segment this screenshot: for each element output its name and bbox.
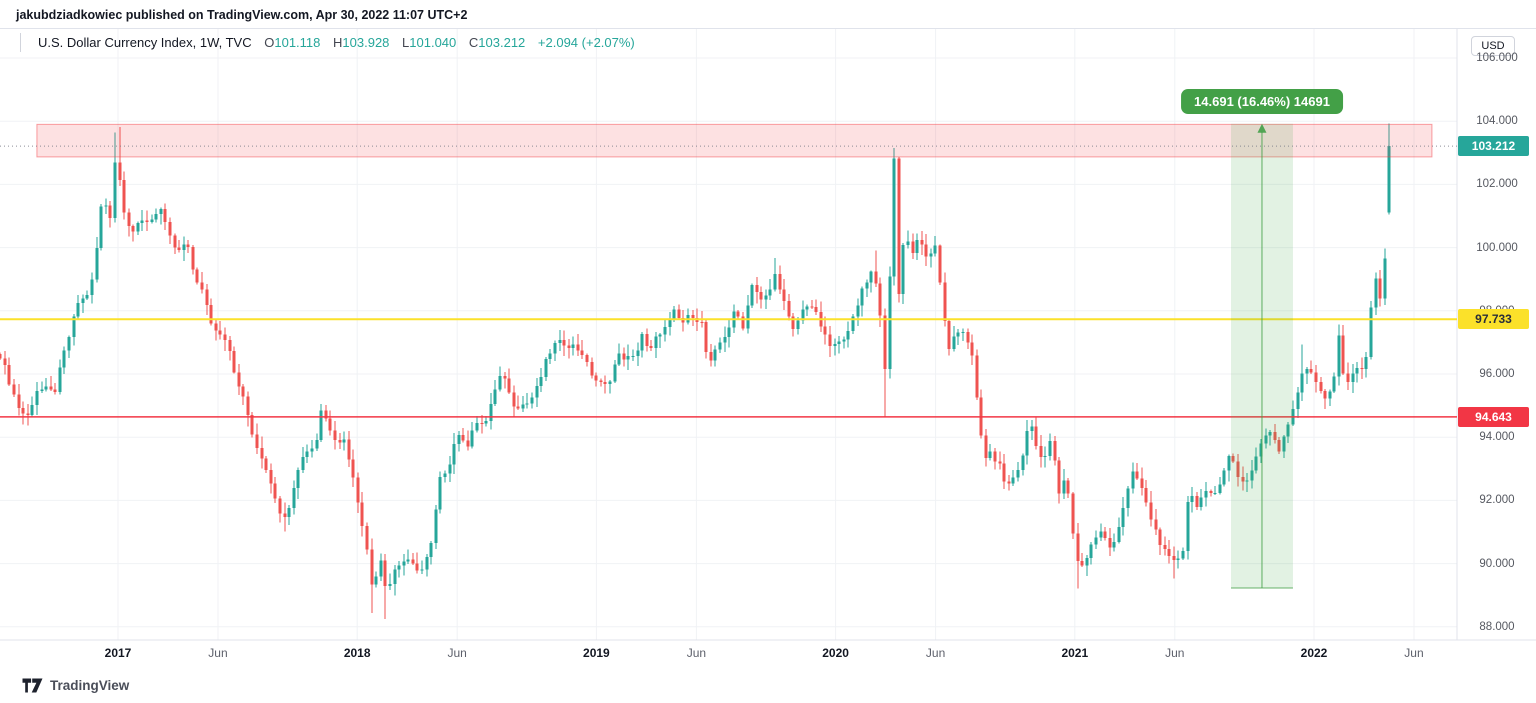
time-axis-tick: Jun (447, 646, 467, 660)
open-label: O (264, 35, 275, 50)
price-axis-tick: 92.000 (1479, 494, 1515, 507)
high-label: H (333, 35, 343, 50)
red-line-badge: 94.643 (1458, 406, 1529, 427)
price-axis-tick: 90.000 (1479, 557, 1515, 570)
tradingview-watermark[interactable]: TradingView (22, 675, 129, 696)
header-divider (0, 28, 1536, 29)
yellow-line-badge: 97.733 (1458, 309, 1529, 330)
time-axis-tick: 2018 (343, 646, 371, 660)
time-axis-tick: Jun (1404, 646, 1424, 660)
resistance-zone[interactable] (36, 123, 1433, 158)
time-axis-tick: 2022 (1300, 646, 1328, 660)
change-value: +2.094 (+2.07%) (537, 35, 635, 50)
time-axis-tick: Jun (686, 646, 707, 660)
time-axis-tick: Jun (1165, 646, 1185, 660)
tradingview-brand-text: TradingView (50, 678, 130, 693)
attribution-text: jakubdziadkowiec published on TradingVie… (16, 8, 468, 22)
price-axis-tick: 102.000 (1476, 178, 1518, 191)
time-axis-tick: Jun (208, 646, 228, 660)
low-value: 101.040 (409, 35, 457, 50)
time-axis-tick: 2017 (104, 646, 132, 660)
time-axis-tick: Jun (925, 646, 946, 660)
price-axis-tick: 104.000 (1476, 115, 1518, 128)
horizontal-lines[interactable] (0, 318, 1457, 418)
time-axis-tick: 2020 (822, 646, 849, 660)
currency-toggle[interactable]: USD (1471, 36, 1515, 56)
price-axis-tick: 96.000 (1479, 368, 1515, 380)
high-value: 103.928 (342, 35, 390, 50)
symbol-title: U.S. Dollar Currency Index, 1W, TVC (38, 35, 252, 50)
chart-gridlines (0, 28, 1457, 640)
current-price-badge: 103.212 (1458, 136, 1529, 157)
candlesticks[interactable] (0, 123, 1391, 619)
tradingview-logo-icon (22, 678, 43, 693)
price-axis-tick: 100.000 (1476, 241, 1518, 254)
price-axis-tick: 106.000 (1476, 52, 1518, 64)
close-value: 103.212 (478, 35, 526, 50)
close-label: C (468, 35, 479, 50)
low-label: L (402, 35, 410, 50)
open-value: 101.118 (274, 35, 321, 50)
symbol-legend[interactable]: U.S. Dollar Currency Index, 1W, TVC O101… (38, 35, 635, 50)
price-axis-tick: 88.000 (1479, 620, 1515, 633)
legend-left-border (20, 33, 21, 52)
price-axis-tick: 94.000 (1479, 431, 1515, 444)
time-axis-tick: 2019 (583, 646, 610, 660)
time-axis-tick: 2021 (1061, 646, 1089, 660)
axis-borders (0, 28, 1536, 641)
price-range-measurement-label[interactable]: 14.691 (16.46%) 14691 (1181, 89, 1343, 114)
price-range-tool[interactable] (1230, 123, 1293, 589)
